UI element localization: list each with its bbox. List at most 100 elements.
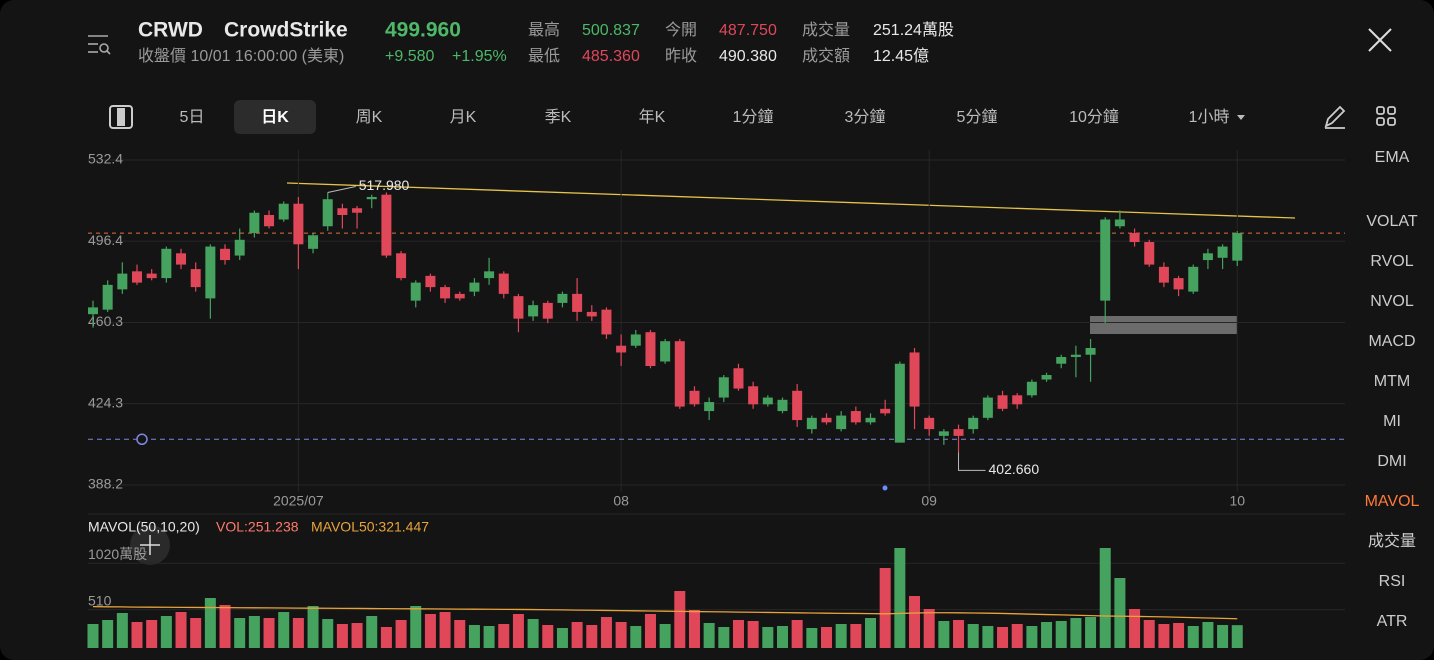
candle-body: [1100, 219, 1111, 301]
volume-bar: [982, 626, 994, 648]
candle-body: [704, 402, 715, 412]
volume-bar: [542, 625, 554, 648]
tab[interactable]: 年K: [639, 108, 666, 126]
candle-body: [850, 411, 861, 423]
tab[interactable]: 日K: [261, 108, 289, 126]
volume-bar: [146, 620, 158, 648]
candle-body: [792, 390, 803, 421]
candle-body: [748, 386, 759, 405]
indicator[interactable]: MI: [1383, 413, 1401, 430]
candle-body: [762, 397, 773, 405]
volume-bar: [909, 596, 921, 648]
stat-value: 487.750: [719, 22, 777, 39]
y-tick-label: 496.4: [88, 232, 123, 248]
candle-body: [1026, 381, 1037, 396]
tab[interactable]: 3分鐘: [845, 108, 886, 126]
stat-value: 490.380: [719, 48, 777, 65]
candle-body: [1056, 356, 1067, 364]
trend-line: [286, 182, 1296, 219]
close-button[interactable]: [1368, 28, 1392, 52]
volume-bar: [806, 628, 818, 648]
candle-body: [586, 311, 597, 317]
volume-bar: [439, 612, 451, 648]
candle-body: [689, 390, 700, 405]
volume-bar: [483, 626, 495, 648]
candle-body: [322, 199, 333, 227]
tab[interactable]: 5日: [180, 109, 205, 126]
volume-bar: [248, 616, 260, 648]
indicator[interactable]: RSI: [1379, 573, 1406, 590]
indicator[interactable]: EMA: [1375, 149, 1410, 166]
stat-label: 最高: [528, 21, 560, 39]
volume-bar: [1173, 623, 1185, 648]
price: 499.960: [385, 19, 461, 42]
indicator[interactable]: ATR: [1377, 613, 1408, 630]
tab[interactable]: 5分鐘: [957, 108, 998, 126]
candle-body: [264, 214, 275, 227]
add-button[interactable]: [130, 525, 170, 565]
candle-body: [601, 309, 612, 335]
menu-icon[interactable]: [88, 35, 111, 55]
candle-body: [894, 363, 905, 443]
tab[interactable]: 10分鐘: [1069, 108, 1119, 126]
indicator[interactable]: DMI: [1377, 453, 1406, 470]
alert-handle[interactable]: [136, 433, 148, 445]
tab[interactable]: 1分鐘: [733, 108, 774, 126]
candle-body: [1217, 246, 1228, 258]
volume-bar: [468, 625, 480, 648]
stat-label: 成交額: [802, 47, 850, 65]
tab[interactable]: 月K: [450, 109, 477, 126]
stat-label: 今開: [665, 21, 697, 39]
candle-body: [733, 368, 744, 389]
candle-body: [498, 273, 509, 294]
candle-body: [997, 395, 1008, 409]
indicator[interactable]: 成交量: [1368, 532, 1416, 550]
candle-body: [1158, 266, 1169, 283]
grid-icon[interactable]: [1376, 106, 1396, 126]
tab[interactable]: 1小時: [1189, 108, 1230, 126]
x-tick-label: 09: [921, 493, 937, 509]
indicator[interactable]: MAVOL: [1365, 493, 1420, 510]
candle-body: [381, 194, 392, 256]
volume-bar: [1070, 618, 1082, 648]
volume-bar: [351, 623, 363, 648]
candle-body: [1144, 242, 1155, 265]
tab[interactable]: 季K: [545, 108, 572, 126]
candle-body: [1129, 233, 1140, 243]
y-tick-label: 532.4: [88, 151, 123, 167]
volume-bar: [732, 620, 744, 648]
volume-bar: [204, 598, 216, 648]
y-tick-label: 460.3: [88, 313, 123, 329]
candle-body: [821, 417, 832, 423]
volume-bar: [688, 610, 700, 648]
candle-body: [660, 341, 671, 362]
stat-value: 485.360: [582, 48, 640, 65]
indicator[interactable]: MACD: [1368, 333, 1415, 350]
volume-bar: [498, 624, 510, 648]
volume-bar: [263, 618, 275, 648]
draw-icon[interactable]: [1324, 105, 1346, 129]
indicator[interactable]: NVOL: [1370, 293, 1414, 310]
volume-bar: [87, 624, 99, 648]
layout-icon[interactable]: [109, 105, 133, 129]
y-tick-label: 510: [88, 592, 112, 608]
volume-bar: [424, 614, 436, 648]
volume-bar: [527, 619, 539, 648]
volume-bar: [102, 620, 114, 648]
volume-bar: [336, 624, 348, 648]
candle-body: [674, 341, 685, 407]
dropdown-arrow[interactable]: [1237, 115, 1245, 120]
candle-body: [938, 431, 949, 436]
indicator[interactable]: RVOL: [1370, 253, 1413, 270]
candle-body: [953, 429, 964, 436]
annotation-leader: [327, 186, 356, 193]
candle-body: [1085, 347, 1096, 355]
volume-bar: [380, 627, 392, 648]
change: +9.580: [385, 48, 434, 65]
indicator[interactable]: MTM: [1374, 373, 1410, 390]
tab[interactable]: 周K: [356, 109, 383, 126]
indicator[interactable]: VOLAT: [1366, 213, 1418, 230]
candle-body: [102, 284, 113, 310]
volume-bar: [1055, 621, 1067, 648]
volume-bar: [1026, 626, 1038, 648]
